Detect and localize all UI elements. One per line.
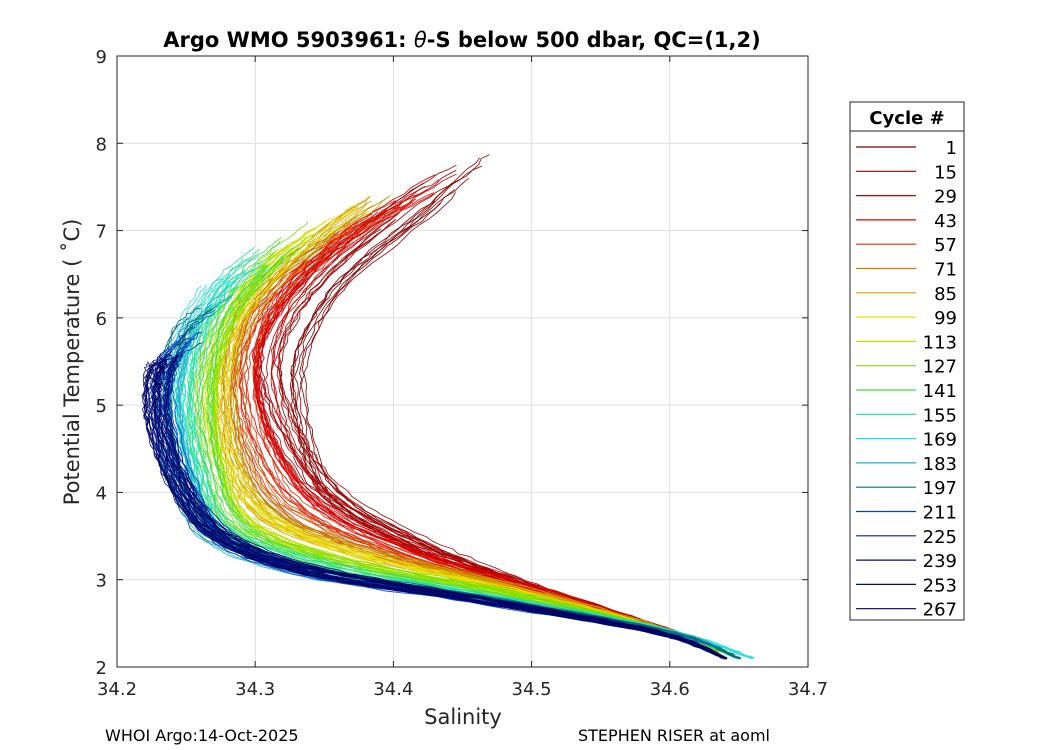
x-tick-label: 34.5 xyxy=(512,679,552,700)
legend-label: 211 xyxy=(923,503,957,524)
legend-label: 43 xyxy=(934,211,957,232)
legend-entry-225: 225 xyxy=(856,527,957,548)
legend-entry-85: 85 xyxy=(856,284,957,305)
legend-entry-127: 127 xyxy=(856,357,957,378)
footer-left: WHOI Argo:14-Oct-2025 xyxy=(105,726,299,745)
legend-entry-155: 155 xyxy=(856,405,957,426)
legend-box xyxy=(849,101,965,621)
legend: Cycle # 1 15 29 43 57 71 85 99 113 127 141 155 169 18… xyxy=(849,101,965,621)
legend-entry-113: 113 xyxy=(856,332,957,353)
legend-entry-43: 43 xyxy=(856,211,957,232)
legend-entry-71: 71 xyxy=(856,260,957,281)
legend-label: 1 xyxy=(946,138,957,159)
legend-entry-267: 267 xyxy=(856,600,957,621)
legend-label: 71 xyxy=(934,260,957,281)
profile-line xyxy=(146,357,724,658)
legend-label: 197 xyxy=(923,478,957,499)
profile-line xyxy=(165,357,725,658)
footer-right: STEPHEN RISER at aoml xyxy=(578,726,770,745)
profile-line xyxy=(168,305,738,659)
legend-entry-169: 169 xyxy=(856,430,957,451)
y-axis-ticks: 2 3 4 5 6 7 8 9 xyxy=(96,47,808,679)
legend-title: Cycle # xyxy=(869,108,944,129)
legend-entry-239: 239 xyxy=(856,551,957,572)
y-tick-label: 7 xyxy=(96,222,107,243)
profile-line xyxy=(212,271,741,659)
legend-entry-57: 57 xyxy=(856,235,957,256)
plot-frame xyxy=(116,55,809,668)
y-tick-label: 5 xyxy=(96,396,107,417)
profile-line xyxy=(152,366,724,659)
y-tick-label: 4 xyxy=(96,483,107,504)
legend-entry-197: 197 xyxy=(856,478,957,499)
y-tick-label: 3 xyxy=(96,571,107,592)
legend-entry-99: 99 xyxy=(856,308,957,329)
profile-line xyxy=(241,236,724,659)
legend-entry-141: 141 xyxy=(856,381,957,402)
legend-label: 183 xyxy=(923,454,957,475)
legend-label: 225 xyxy=(923,527,957,548)
legend-label: 29 xyxy=(934,187,957,208)
y-tick-label: 8 xyxy=(96,134,107,155)
x-tick-label: 34.7 xyxy=(788,679,828,700)
legend-entry-15: 15 xyxy=(856,162,957,183)
profile-line xyxy=(158,363,726,659)
legend-entry-1: 1 xyxy=(856,138,957,159)
y-tick-label: 9 xyxy=(96,47,107,68)
legend-label: 85 xyxy=(934,284,957,305)
legend-entry-211: 211 xyxy=(856,503,957,524)
legend-label: 127 xyxy=(923,357,957,378)
x-tick-label: 34.4 xyxy=(373,679,413,700)
legend-entry-183: 183 xyxy=(856,454,957,475)
legend-label: 155 xyxy=(923,405,957,426)
legend-entry-253: 253 xyxy=(856,575,957,596)
legend-label: 267 xyxy=(923,600,957,621)
legend-label: 239 xyxy=(923,551,957,572)
profile-line xyxy=(153,358,727,658)
legend-entry-29: 29 xyxy=(856,187,957,208)
legend-label: 169 xyxy=(923,430,957,451)
x-axis-ticks: 34.2 34.3 34.4 34.5 34.6 34.7 xyxy=(97,56,828,700)
y-tick-label: 2 xyxy=(96,658,107,679)
profile-line xyxy=(151,354,728,660)
legend-label: 99 xyxy=(934,308,957,329)
legend-label: 253 xyxy=(923,575,957,596)
x-tick-label: 34.3 xyxy=(235,679,275,700)
legend-entries: 1 15 29 43 57 71 85 99 113 127 141 155 169 183 197 211 2… xyxy=(856,138,957,621)
data-series-group xyxy=(141,154,755,660)
legend-label: 141 xyxy=(923,381,957,402)
legend-label: 57 xyxy=(934,235,957,256)
series-267 xyxy=(143,353,728,660)
profile-line xyxy=(143,363,725,659)
y-tick-label: 6 xyxy=(96,309,107,330)
profile-line xyxy=(205,264,739,659)
legend-label: 15 xyxy=(934,162,957,183)
y-axis-label: Potential Temperature ( ˚C) xyxy=(60,219,84,506)
x-tick-label: 34.6 xyxy=(650,679,690,700)
x-tick-label: 34.2 xyxy=(97,679,137,700)
chart-title: Argo WMO 5903961: θ-S below 500 dbar, QC… xyxy=(163,28,760,52)
profile-line xyxy=(152,361,725,659)
x-axis-label: Salinity xyxy=(424,705,502,729)
legend-label: 113 xyxy=(923,332,957,353)
